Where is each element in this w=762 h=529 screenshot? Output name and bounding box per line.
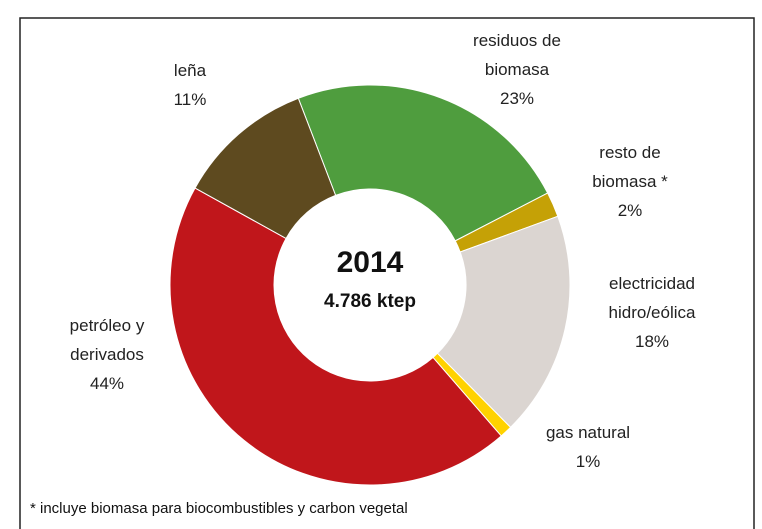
slice-label: residuos de biomasa 23% [452, 26, 582, 113]
footnote: * incluye biomasa para biocombustibles y… [30, 500, 408, 517]
slice-label: electricidad hidro/eólica 18% [587, 269, 717, 356]
slice [169, 187, 502, 486]
value-label: 1% [575, 452, 601, 471]
center-subtitle: 4.786 ktep [324, 291, 416, 312]
value-label: 44% [89, 374, 125, 393]
category-label: electricidad hidro/eólica [608, 274, 696, 322]
slice-label: resto de biomasa * 2% [575, 138, 685, 225]
category-label: petróleo y derivados [69, 316, 145, 364]
slice [297, 84, 549, 242]
center-title: 2014 [337, 246, 404, 279]
slice-label: leña 11% [150, 56, 230, 114]
slice [194, 97, 337, 240]
value-label: 23% [499, 89, 535, 108]
slice-label: petróleo y derivados 44% [50, 311, 165, 398]
frame [19, 17, 755, 529]
slice [436, 215, 571, 429]
category-label: resto de biomasa * [592, 143, 668, 191]
category-label: gas natural [545, 423, 631, 442]
value-label: 18% [634, 332, 670, 351]
category-label: leña [173, 61, 207, 80]
value-label: 2% [617, 201, 643, 220]
slice-label: gas natural 1% [508, 418, 668, 476]
category-label: residuos de biomasa [473, 31, 561, 79]
slices [169, 84, 571, 486]
value-label: 11% [173, 90, 207, 109]
